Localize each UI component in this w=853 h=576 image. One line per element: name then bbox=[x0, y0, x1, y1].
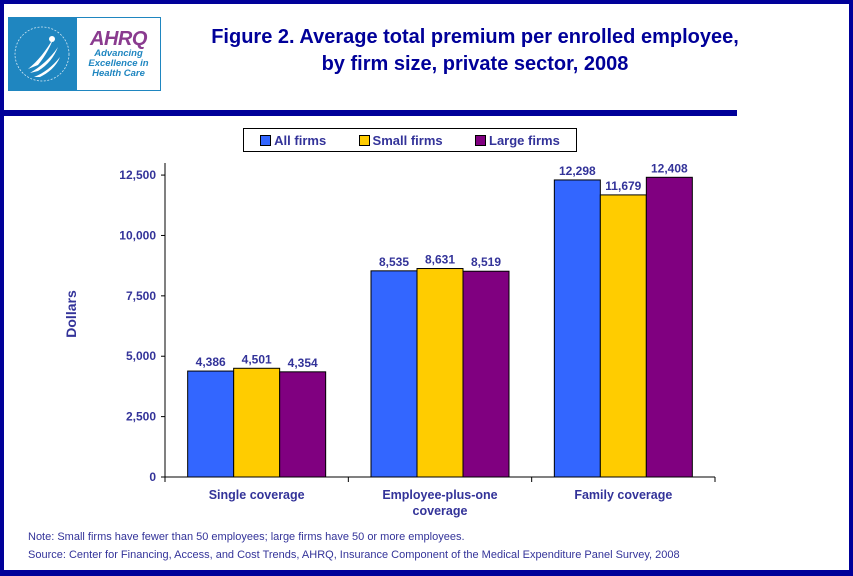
data-label: 4,354 bbox=[288, 356, 318, 370]
legend-item-small-firms: Small firms bbox=[358, 132, 443, 148]
figure-title: Figure 2. Average total premium per enro… bbox=[175, 24, 775, 78]
ahrq-name: AHRQ bbox=[90, 28, 147, 50]
legend-label: Small firms bbox=[372, 132, 443, 148]
y-tick-label: 7,500 bbox=[126, 289, 156, 303]
ahrq-logo: AHRQ Advancing Excellence in Health Care bbox=[8, 17, 161, 91]
legend-swatch-large-firms bbox=[475, 134, 486, 146]
title-line-2: by firm size, private sector, 2008 bbox=[321, 53, 629, 75]
chart-legend: All firms Small firms Large firms bbox=[243, 128, 577, 152]
header-divider bbox=[0, 110, 737, 116]
legend-swatch-all-firms bbox=[260, 134, 272, 146]
y-tick-label: 10,000 bbox=[119, 228, 156, 242]
y-tick-label: 2,500 bbox=[126, 410, 156, 424]
y-tick-label: 0 bbox=[149, 470, 156, 484]
x-category-label: coverage bbox=[413, 504, 468, 518]
data-label: 12,408 bbox=[651, 161, 688, 175]
chart-source: Source: Center for Financing, Access, an… bbox=[28, 549, 680, 561]
bar-small-firms bbox=[233, 367, 281, 478]
ahrq-wordmark: AHRQ Advancing Excellence in Health Care bbox=[76, 17, 161, 91]
logo-tagline-3: Health Care bbox=[92, 68, 145, 79]
bar-small-firms bbox=[416, 268, 464, 478]
labels: 4,386 4,501 4,354 Single coverage 8,535 8,631… bbox=[196, 161, 688, 518]
legend-item-all-firms: All firms bbox=[260, 133, 326, 148]
hhs-eagle-icon bbox=[8, 17, 76, 91]
y-tick-label: 12,500 bbox=[119, 168, 156, 182]
data-label: 8,631 bbox=[425, 253, 455, 267]
bar-all-firms bbox=[370, 270, 418, 478]
data-label: 11,679 bbox=[605, 179, 641, 193]
data-label: 4,501 bbox=[242, 352, 272, 366]
legend-label: Large firms bbox=[489, 132, 560, 148]
data-label: 12,298 bbox=[559, 164, 596, 178]
legend-swatch-small-firms bbox=[358, 134, 370, 146]
chart-note: Note: Small firms have fewer than 50 emp… bbox=[28, 531, 465, 543]
bar-large-firms bbox=[279, 371, 327, 478]
x-category-label: Employee-plus-one bbox=[382, 488, 497, 502]
legend-item-large-firms: Large firms bbox=[475, 133, 560, 148]
bar-large-firms bbox=[462, 270, 510, 478]
bar-small-firms bbox=[599, 194, 647, 478]
title-line-1: Figure 2. Average total premium per enro… bbox=[211, 26, 739, 48]
logo-tagline-1: Advancing bbox=[94, 48, 143, 59]
y-axis-title: Dollars bbox=[63, 290, 79, 338]
bar-all-firms bbox=[187, 370, 235, 478]
bars bbox=[187, 176, 693, 478]
x-category-label: Single coverage bbox=[209, 488, 305, 502]
legend-label: All firms bbox=[274, 132, 327, 148]
y-tick-label: 5,000 bbox=[126, 349, 156, 363]
bar-all-firms bbox=[553, 179, 601, 478]
data-label: 8,519 bbox=[471, 255, 501, 269]
data-label: 4,386 bbox=[196, 355, 226, 369]
logo-tagline-2: Excellence in bbox=[88, 58, 149, 69]
x-category-label: Family coverage bbox=[574, 488, 672, 502]
data-label: 8,535 bbox=[379, 255, 409, 269]
bar-large-firms bbox=[645, 176, 693, 478]
